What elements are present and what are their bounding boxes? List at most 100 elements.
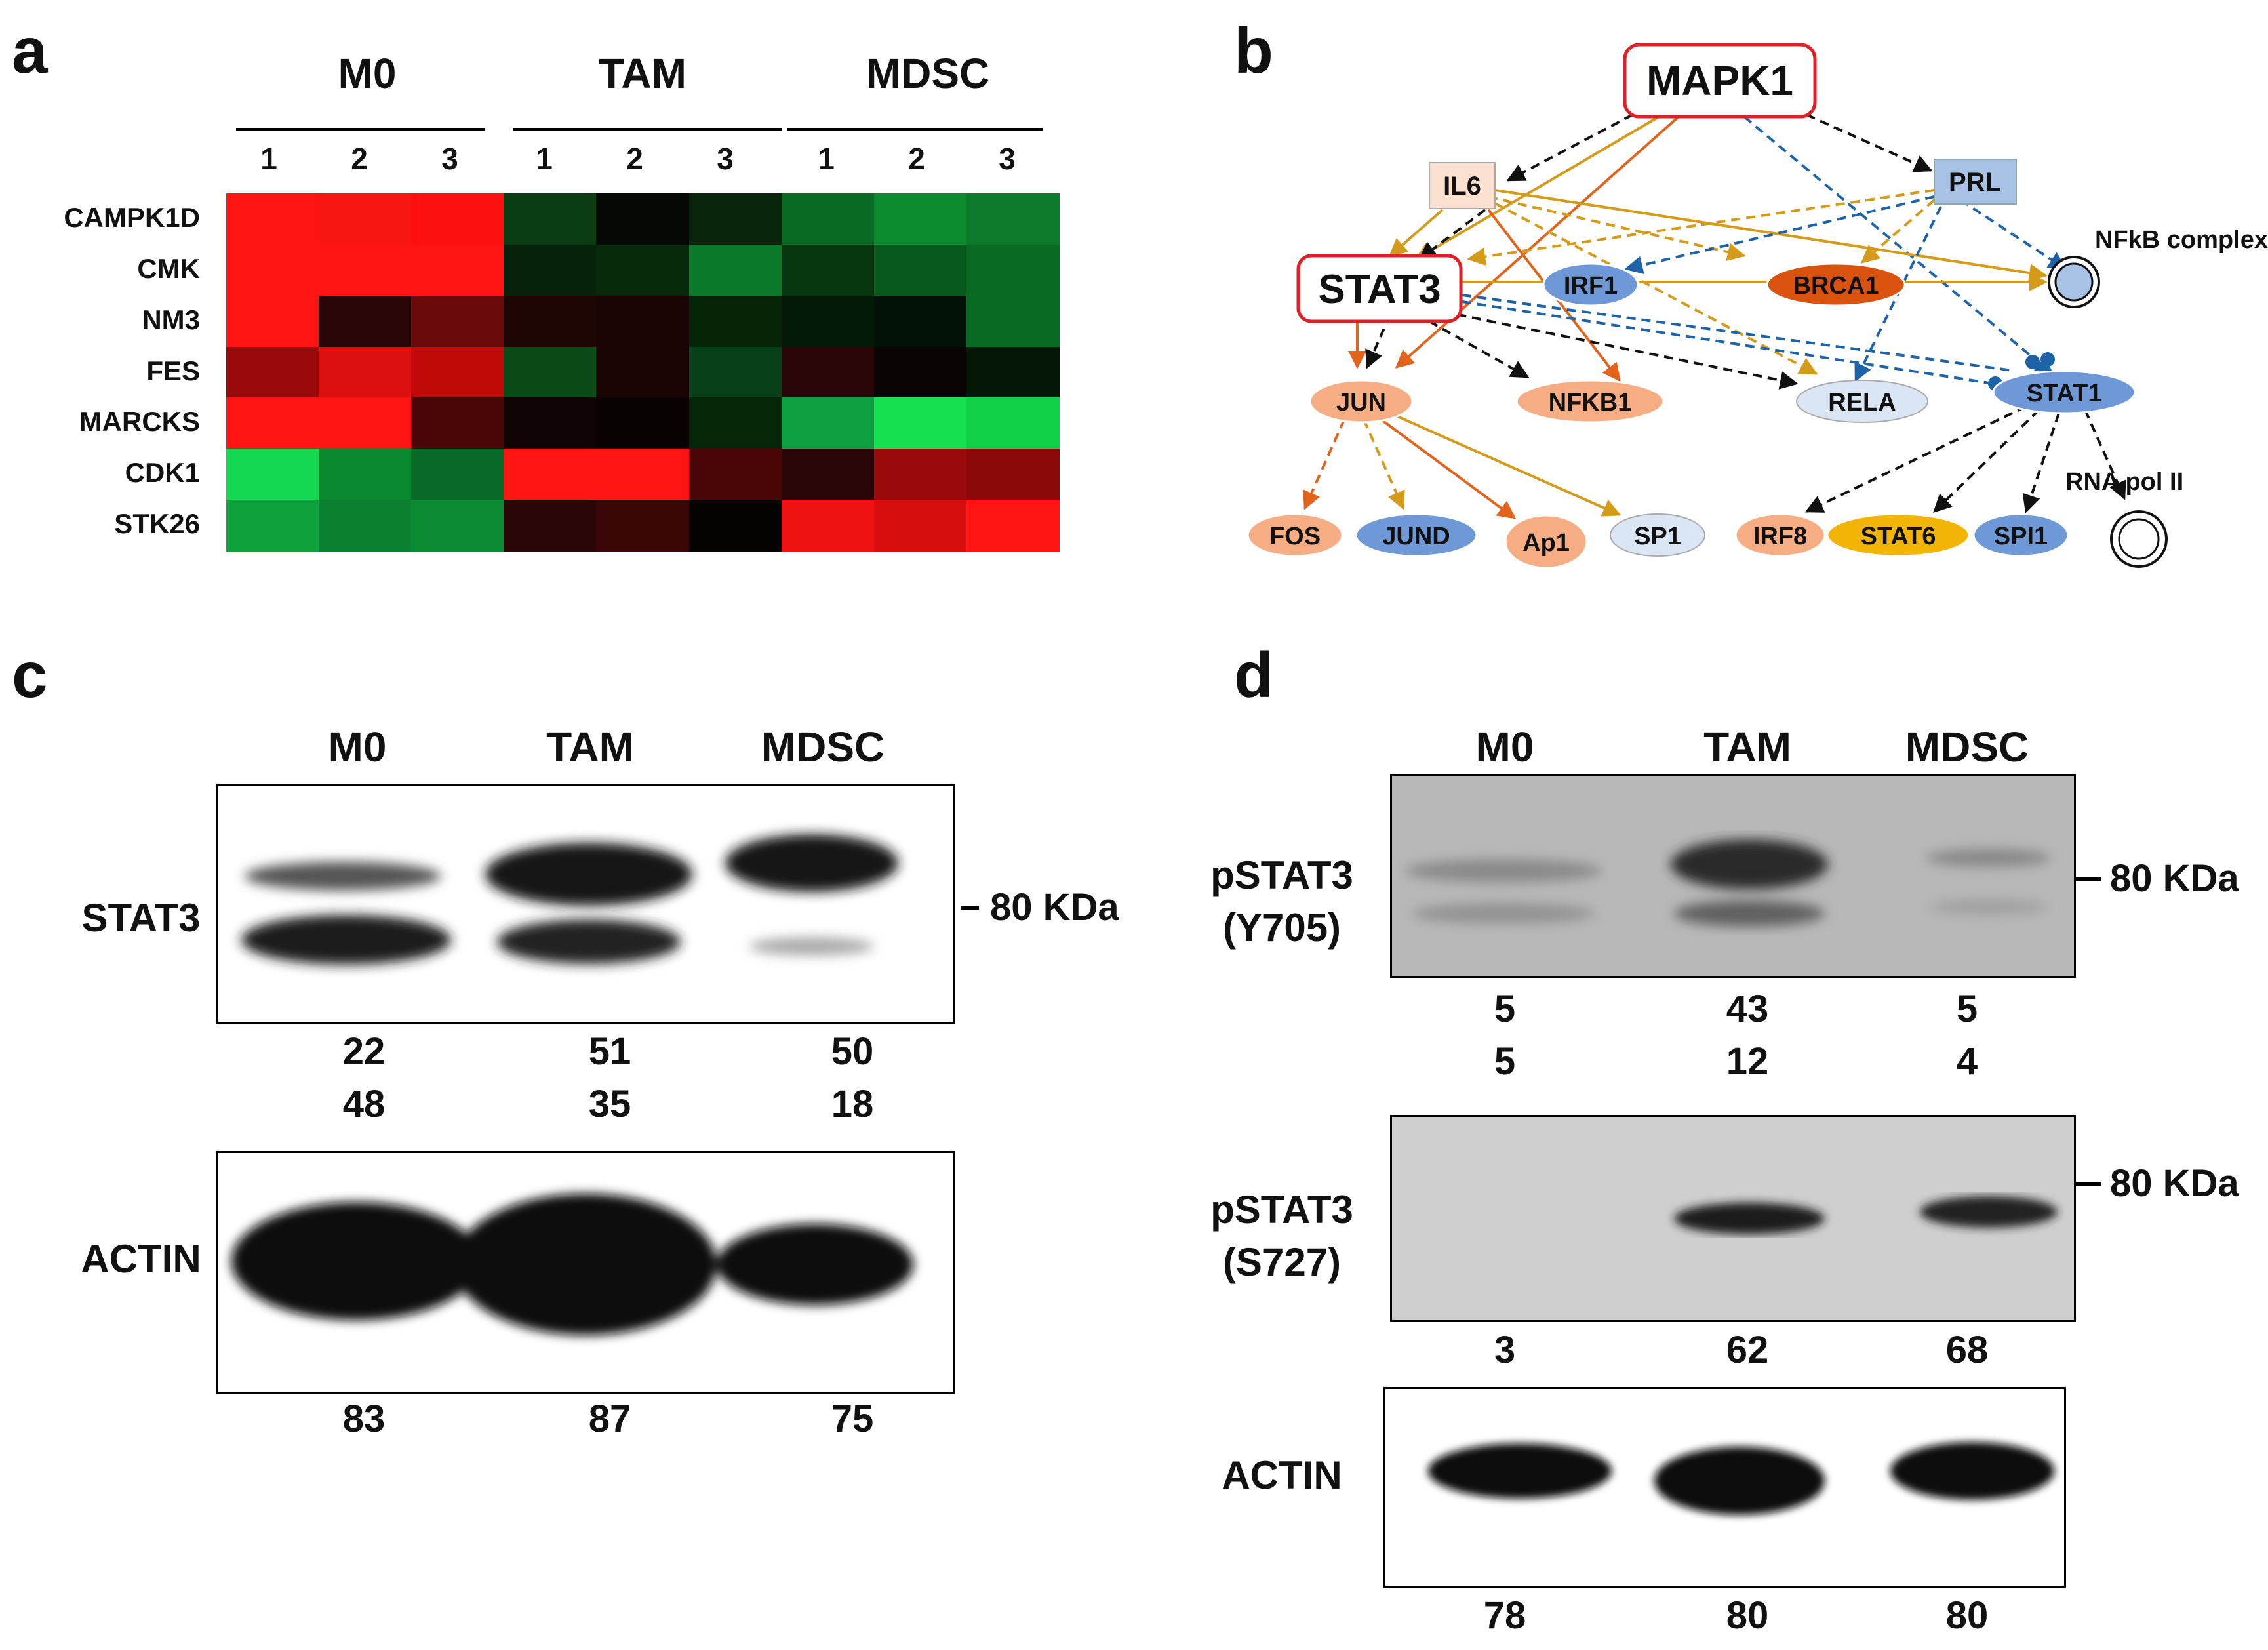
heatmap-cell bbox=[504, 244, 597, 296]
heatmap-cell bbox=[873, 193, 967, 245]
svg-text:MAPK1: MAPK1 bbox=[1646, 57, 1793, 104]
heatmap-group-m0: M0 bbox=[338, 50, 397, 97]
heatmap-cell bbox=[781, 500, 875, 552]
node-jund: JUND bbox=[1355, 513, 1478, 557]
blot-d-y705-value-lower-mdsc: 4 bbox=[1956, 1040, 1978, 1083]
heatmap-cell bbox=[873, 500, 967, 552]
heatmap-grid bbox=[226, 193, 1060, 552]
heatmap-cell bbox=[688, 193, 782, 245]
heatmap-cell bbox=[226, 449, 320, 501]
heatmap-gene-label: MARCKS bbox=[79, 406, 200, 437]
blot-d-s727-label-line2: (S727) bbox=[1222, 1240, 1342, 1284]
heatmap-cell bbox=[411, 244, 505, 296]
heatmap-cell bbox=[319, 244, 412, 296]
heatmap-gene-label: CAMPK1D bbox=[64, 201, 200, 233]
heatmap-cell bbox=[966, 397, 1060, 450]
heatmap-cell bbox=[596, 244, 690, 296]
heatmap-cell bbox=[873, 397, 967, 450]
heatmap-cell bbox=[966, 500, 1060, 552]
heatmap-lane-label: 3 bbox=[999, 142, 1016, 176]
heatmap-cell bbox=[226, 295, 320, 348]
heatmap-cell bbox=[966, 193, 1060, 245]
heatmap-cell bbox=[504, 500, 597, 552]
node-irf8: IRF8 bbox=[1734, 513, 1826, 557]
node-brca1: BRCA1 bbox=[1766, 262, 1906, 307]
heatmap-cell bbox=[411, 397, 505, 450]
heatmap-lane-label: 2 bbox=[908, 142, 925, 176]
heatmap-lane-label: 1 bbox=[260, 142, 277, 176]
heatmap-cell bbox=[319, 295, 412, 348]
blot-d-pstat3-y705 bbox=[1390, 774, 2076, 978]
svg-text:STAT6: STAT6 bbox=[1861, 523, 1936, 550]
heatmap-cell bbox=[226, 500, 320, 552]
blot-c-actin-value-m0: 83 bbox=[342, 1398, 386, 1440]
heatmap-lane-label: 3 bbox=[441, 142, 458, 176]
node-ap1: Ap1 bbox=[1504, 514, 1588, 569]
node-nfkb1: NFKB1 bbox=[1515, 379, 1665, 424]
svg-text:STAT3: STAT3 bbox=[1318, 267, 1441, 312]
svg-text:NFKB1: NFKB1 bbox=[1549, 389, 1632, 416]
node-fos: FOS bbox=[1246, 513, 1343, 557]
blot-c-stat3-value-lower-tam: 35 bbox=[588, 1083, 631, 1125]
heatmap-cell bbox=[688, 397, 782, 450]
heatmap-cell bbox=[226, 397, 320, 450]
heatmap-cell bbox=[966, 295, 1060, 348]
heatmap-cell bbox=[781, 397, 875, 450]
blot-d-s727-marker: 80 KDa bbox=[2110, 1162, 2239, 1205]
heatmap-gene-label: CMK bbox=[137, 252, 200, 284]
heatmap-group-underline-mdsc bbox=[787, 128, 1043, 131]
svg-text:FOS: FOS bbox=[1269, 523, 1321, 550]
blot-d-s727-value-m0: 3 bbox=[1494, 1329, 1516, 1371]
heatmap-cell bbox=[596, 295, 690, 348]
heatmap-gene-label: FES bbox=[146, 355, 200, 386]
node-nfkb-complex: NFkB complex bbox=[2048, 226, 2268, 308]
heatmap-cell bbox=[688, 449, 782, 501]
heatmap-cell bbox=[966, 346, 1060, 399]
blot-d-col-mdsc: MDSC bbox=[1905, 723, 2029, 771]
heatmap-cell bbox=[411, 346, 505, 399]
heatmap-cell bbox=[504, 295, 597, 348]
heatmap-lane-label: 2 bbox=[626, 142, 643, 176]
blot-c-actin-value-tam: 87 bbox=[588, 1398, 631, 1440]
panel-a-label: a bbox=[12, 14, 48, 87]
svg-text:RELA: RELA bbox=[1828, 389, 1896, 416]
blot-c-col-mdsc: MDSC bbox=[761, 723, 885, 771]
blot-c-stat3-value-upper-tam: 51 bbox=[588, 1030, 631, 1073]
blot-c-col-tam: TAM bbox=[546, 723, 634, 771]
svg-text:SP1: SP1 bbox=[1634, 523, 1681, 550]
heatmap-cell bbox=[966, 244, 1060, 296]
panel-c-label: c bbox=[12, 639, 48, 711]
node-stat6: STAT6 bbox=[1826, 513, 1970, 557]
node-stat1: STAT1 bbox=[1992, 370, 2136, 414]
blot-d-y705-label-line1: pSTAT3 bbox=[1210, 853, 1353, 897]
heatmap-lane-label: 1 bbox=[818, 142, 835, 176]
heatmap-cell bbox=[781, 193, 875, 245]
heatmap-cell bbox=[781, 346, 875, 399]
svg-text:IL6: IL6 bbox=[1443, 172, 1481, 201]
blot-d-y705-value-lower-m0: 5 bbox=[1494, 1040, 1516, 1083]
heatmap-cell bbox=[596, 449, 690, 501]
heatmap-group-underline-m0 bbox=[236, 128, 485, 131]
heatmap-cell bbox=[411, 295, 505, 348]
heatmap-cell bbox=[688, 346, 782, 399]
blot-c-stat3-label: STAT3 bbox=[81, 896, 201, 940]
heatmap-cell bbox=[504, 397, 597, 450]
heatmap-cell bbox=[966, 449, 1060, 501]
blot-d-y705-label-line2: (Y705) bbox=[1222, 906, 1342, 950]
blot-c-stat3-value-lower-mdsc: 18 bbox=[831, 1083, 874, 1125]
heatmap-cell bbox=[596, 397, 690, 450]
heatmap-cell bbox=[781, 244, 875, 296]
blot-c-stat3-value-upper-mdsc: 50 bbox=[831, 1030, 874, 1073]
blot-d-s727-value-mdsc: 68 bbox=[1945, 1329, 1989, 1371]
heatmap-cell bbox=[411, 193, 505, 245]
blot-d-y705-marker-tick bbox=[2075, 877, 2101, 881]
blot-d-y705-value-upper-mdsc: 5 bbox=[1956, 988, 1978, 1030]
heatmap-cell bbox=[226, 346, 320, 399]
svg-text:PRL: PRL bbox=[1949, 168, 2001, 197]
node-stat3: STAT3 bbox=[1296, 254, 1463, 323]
heatmap-cell bbox=[688, 500, 782, 552]
blot-c-stat3-value-lower-m0: 48 bbox=[342, 1083, 386, 1125]
heatmap-cell bbox=[873, 449, 967, 501]
node-sp1: SP1 bbox=[1610, 513, 1705, 557]
blot-d-s727-label-line1: pSTAT3 bbox=[1210, 1188, 1353, 1232]
